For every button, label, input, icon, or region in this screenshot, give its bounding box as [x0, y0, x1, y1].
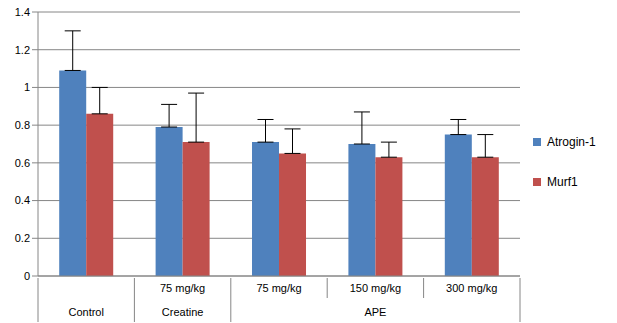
svg-text:Creatine: Creatine	[162, 306, 204, 318]
svg-text:1: 1	[24, 81, 30, 93]
svg-text:0.6: 0.6	[15, 157, 30, 169]
svg-text:1.4: 1.4	[15, 6, 30, 18]
svg-text:150 mg/kg: 150 mg/kg	[350, 282, 401, 294]
svg-text:300 mg/kg: 300 mg/kg	[446, 282, 497, 294]
html-text:Murf1: Murf1	[547, 175, 578, 189]
svg-text:Control: Control	[68, 306, 103, 318]
svg-text:0: 0	[24, 270, 30, 282]
svg-text:APE: APE	[364, 306, 386, 318]
html-text:Atrogin-1: Atrogin-1	[547, 135, 596, 149]
svg-text:75 mg/kg: 75 mg/kg	[160, 282, 205, 294]
svg-text:75 mg/kg: 75 mg/kg	[256, 282, 301, 294]
svg-text:0.8: 0.8	[15, 119, 30, 131]
svg-text:0.4: 0.4	[15, 194, 30, 206]
svg-text:0.2: 0.2	[15, 232, 30, 244]
svg-text:1.2: 1.2	[15, 44, 30, 56]
